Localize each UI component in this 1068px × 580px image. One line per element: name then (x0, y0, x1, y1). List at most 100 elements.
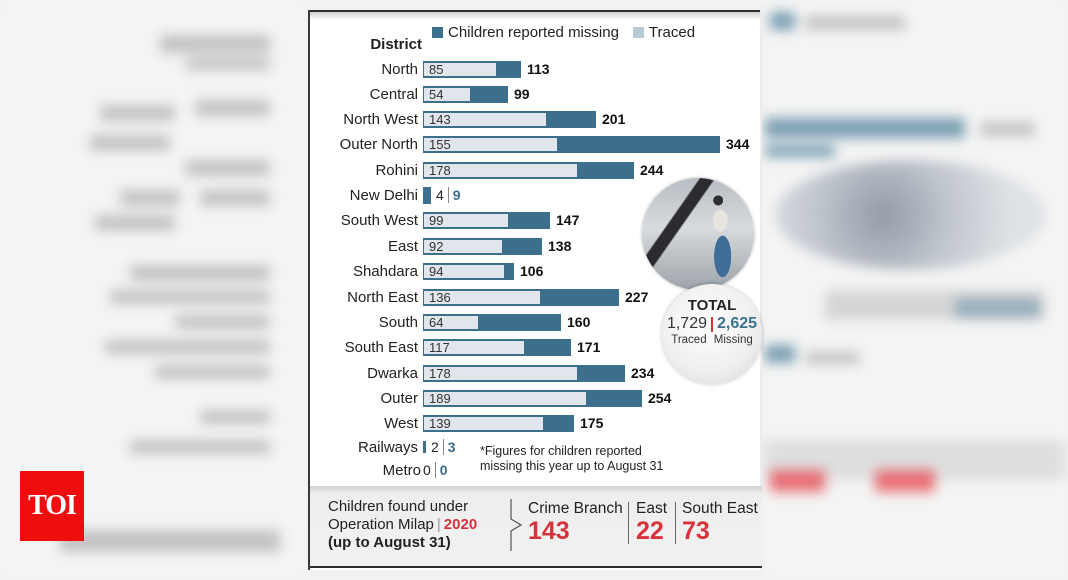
total-separator (711, 316, 713, 332)
bar-traced (424, 62, 496, 76)
traced-value: 178 (429, 365, 451, 381)
missing-value: 106 (520, 262, 544, 279)
bar-traced (424, 87, 470, 101)
district-label: New Delhi (349, 186, 418, 204)
bar-group: 117 171 (423, 338, 600, 356)
milap-line-2: Operation Milap (328, 516, 434, 533)
district-label: West (384, 414, 418, 432)
chart-row: East 92 138 (310, 236, 571, 256)
toi-logo-text: TOI (28, 490, 77, 521)
mini-values: 2 3 (423, 439, 456, 455)
bar-group: 92 138 (423, 237, 571, 255)
chart-row: South West 99 147 (310, 210, 579, 230)
bar-traced (424, 315, 478, 329)
district-label: Central (369, 85, 418, 103)
district-label: North East (347, 288, 418, 306)
total-traced: 1,729 (666, 315, 707, 332)
footnote-line-2: missing this year up to August 31 (480, 459, 664, 473)
bar-group: 178 234 (423, 364, 654, 382)
district-label: Outer (380, 389, 418, 407)
milap-line-3: (up to August 31) (328, 534, 451, 551)
chart-legend: Children reported missing Traced (432, 24, 709, 41)
bar-traced (424, 213, 508, 227)
traced-value: 94 (429, 263, 444, 279)
bar-traced (424, 264, 504, 278)
total-values: 1,729 2,625 (662, 315, 762, 333)
district-label: Railways (357, 438, 418, 456)
bar-group: 99 147 (423, 211, 579, 229)
bar-group: 54 99 (423, 85, 530, 103)
chart-row: North 85 113 (310, 59, 550, 79)
total-traced-caption: Traced (671, 334, 707, 346)
missing-value: 344 (726, 135, 750, 152)
milap-line-2-wrap: Operation Milap | 2020 (328, 516, 477, 534)
legend-item-missing: Children reported missing (432, 24, 619, 41)
missing-value: 147 (556, 211, 580, 228)
missing-value: 227 (625, 288, 649, 305)
axis-header-district: District (370, 36, 422, 53)
chart-row-metro: Metro 0 0 (310, 460, 448, 480)
chart-row: Outer North 155 344 (310, 134, 749, 154)
value-separator (434, 462, 436, 478)
traced-value: 136 (429, 289, 451, 305)
missing-value: 171 (577, 338, 601, 355)
bar-group: 189 254 (423, 389, 671, 407)
value-separator (447, 186, 449, 203)
traced-value: 117 (429, 339, 450, 355)
unit-name: South East (682, 500, 758, 517)
missing-value: 201 (602, 110, 626, 127)
traced-value: 4 (436, 186, 444, 203)
district-label: Shahdara (352, 262, 418, 280)
mini-bar (423, 441, 426, 453)
missing-value: 244 (640, 161, 664, 178)
bar-traced (424, 416, 543, 430)
traced-value: 139 (429, 415, 451, 431)
milap-year: 2020 (443, 516, 478, 533)
milap-intro: Children found under Operation Milap | 202… (328, 498, 477, 552)
unit-divider (628, 502, 629, 544)
district-label: North West (343, 110, 418, 128)
missing-value: 175 (580, 414, 604, 431)
footnote: *Figures for children reported missing t… (480, 444, 663, 474)
bar-group: 178 244 (423, 161, 663, 179)
toi-logo: TOI (20, 471, 84, 541)
traced-value: 189 (429, 390, 451, 406)
bar-group: 94 106 (423, 262, 543, 280)
chart-row: Shahdara 94 106 (310, 261, 543, 281)
bar-group: 139 175 (423, 414, 603, 432)
legend-item-traced: Traced (632, 24, 695, 41)
missing-value: 99 (514, 85, 530, 102)
unit-name: Crime Branch (528, 500, 623, 517)
bar-traced (424, 391, 586, 405)
missing-value: 138 (548, 237, 572, 254)
bar-traced (424, 239, 502, 253)
district-label: Rohini (375, 161, 418, 179)
child-photo (642, 178, 754, 290)
district-label: North (381, 60, 418, 78)
milap-separator: | (436, 516, 441, 533)
milap-unit-east: East 22 (636, 500, 667, 544)
district-label: Metro (382, 461, 421, 479)
district-label: South (378, 313, 418, 331)
chart-row: South 64 160 (310, 312, 590, 332)
unit-name: East (636, 500, 668, 517)
bar-group: 85 113 (423, 60, 550, 78)
traced-value: 64 (429, 314, 444, 330)
chevron-bracket-icon (510, 499, 523, 551)
chart-row: North West 143 201 (310, 109, 625, 129)
missing-value: 3 (447, 439, 456, 455)
traced-value: 155 (429, 136, 451, 152)
operation-milap-section: Children found under Operation Milap | 202… (310, 486, 762, 568)
total-title: TOTAL (687, 297, 737, 314)
bar-group: 143 201 (423, 110, 625, 128)
value-separator (442, 439, 444, 455)
traced-value: 2 (431, 439, 439, 455)
milap-unit-crime-branch: Crime Branch 143 (528, 500, 623, 544)
chart-row: New Delhi 4 9 (310, 185, 461, 205)
bar-traced (424, 340, 524, 354)
milap-line-1: Children found under (328, 498, 469, 515)
chart-row-railways: Railways 2 3 (310, 437, 456, 457)
bar-group: 64 160 (423, 313, 590, 331)
